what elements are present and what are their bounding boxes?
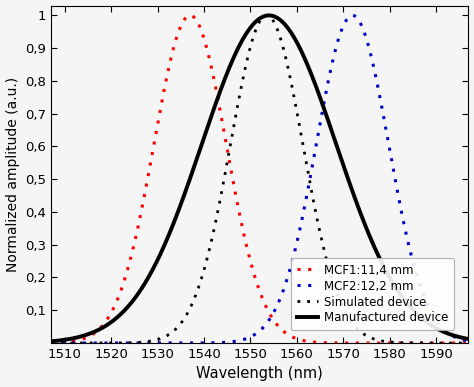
MCF1:11,4 mm [471, 341, 474, 345]
MCF1:11,4 mm [39, 341, 45, 345]
MCF1:11,4 mm [89, 332, 95, 337]
Simulated device [89, 341, 95, 345]
Manufactured device [424, 320, 429, 324]
Y-axis label: Normalized amplitude (a.u.): Normalized amplitude (a.u.) [6, 77, 19, 272]
MCF2:12,2 mm [115, 341, 121, 345]
Manufactured device [39, 340, 45, 344]
Simulated device [39, 341, 45, 345]
MCF2:12,2 mm [227, 340, 233, 344]
Simulated device [208, 242, 213, 247]
MCF1:11,4 mm [424, 341, 429, 345]
MCF2:12,2 mm [350, 13, 356, 18]
Manufactured device [471, 337, 474, 342]
MCF2:12,2 mm [39, 341, 45, 345]
Manufactured device [227, 64, 233, 69]
Simulated device [264, 13, 270, 18]
Simulated device [115, 341, 121, 345]
Simulated device [424, 341, 429, 345]
MCF2:12,2 mm [89, 341, 95, 345]
MCF2:12,2 mm [208, 341, 213, 345]
MCF1:11,4 mm [208, 62, 214, 67]
Line: Simulated device: Simulated device [42, 15, 474, 343]
Manufactured device [89, 330, 95, 335]
Line: MCF1:11,4 mm: MCF1:11,4 mm [42, 15, 474, 343]
Simulated device [471, 341, 474, 345]
Manufactured device [115, 314, 121, 319]
MCF2:12,2 mm [424, 300, 429, 305]
Legend: MCF1:11,4 mm, MCF2:12,2 mm, Simulated device, Manufactured device: MCF1:11,4 mm, MCF2:12,2 mm, Simulated de… [291, 258, 454, 330]
Simulated device [227, 146, 233, 151]
MCF2:12,2 mm [471, 339, 474, 344]
MCF1:11,4 mm [227, 162, 233, 166]
X-axis label: Wavelength (nm): Wavelength (nm) [196, 366, 323, 382]
Manufactured device [208, 116, 213, 120]
Manufactured device [266, 13, 272, 18]
Line: MCF2:12,2 mm: MCF2:12,2 mm [42, 15, 474, 343]
MCF1:11,4 mm [115, 296, 121, 300]
Line: Manufactured device: Manufactured device [42, 15, 474, 342]
MCF1:11,4 mm [187, 13, 193, 18]
